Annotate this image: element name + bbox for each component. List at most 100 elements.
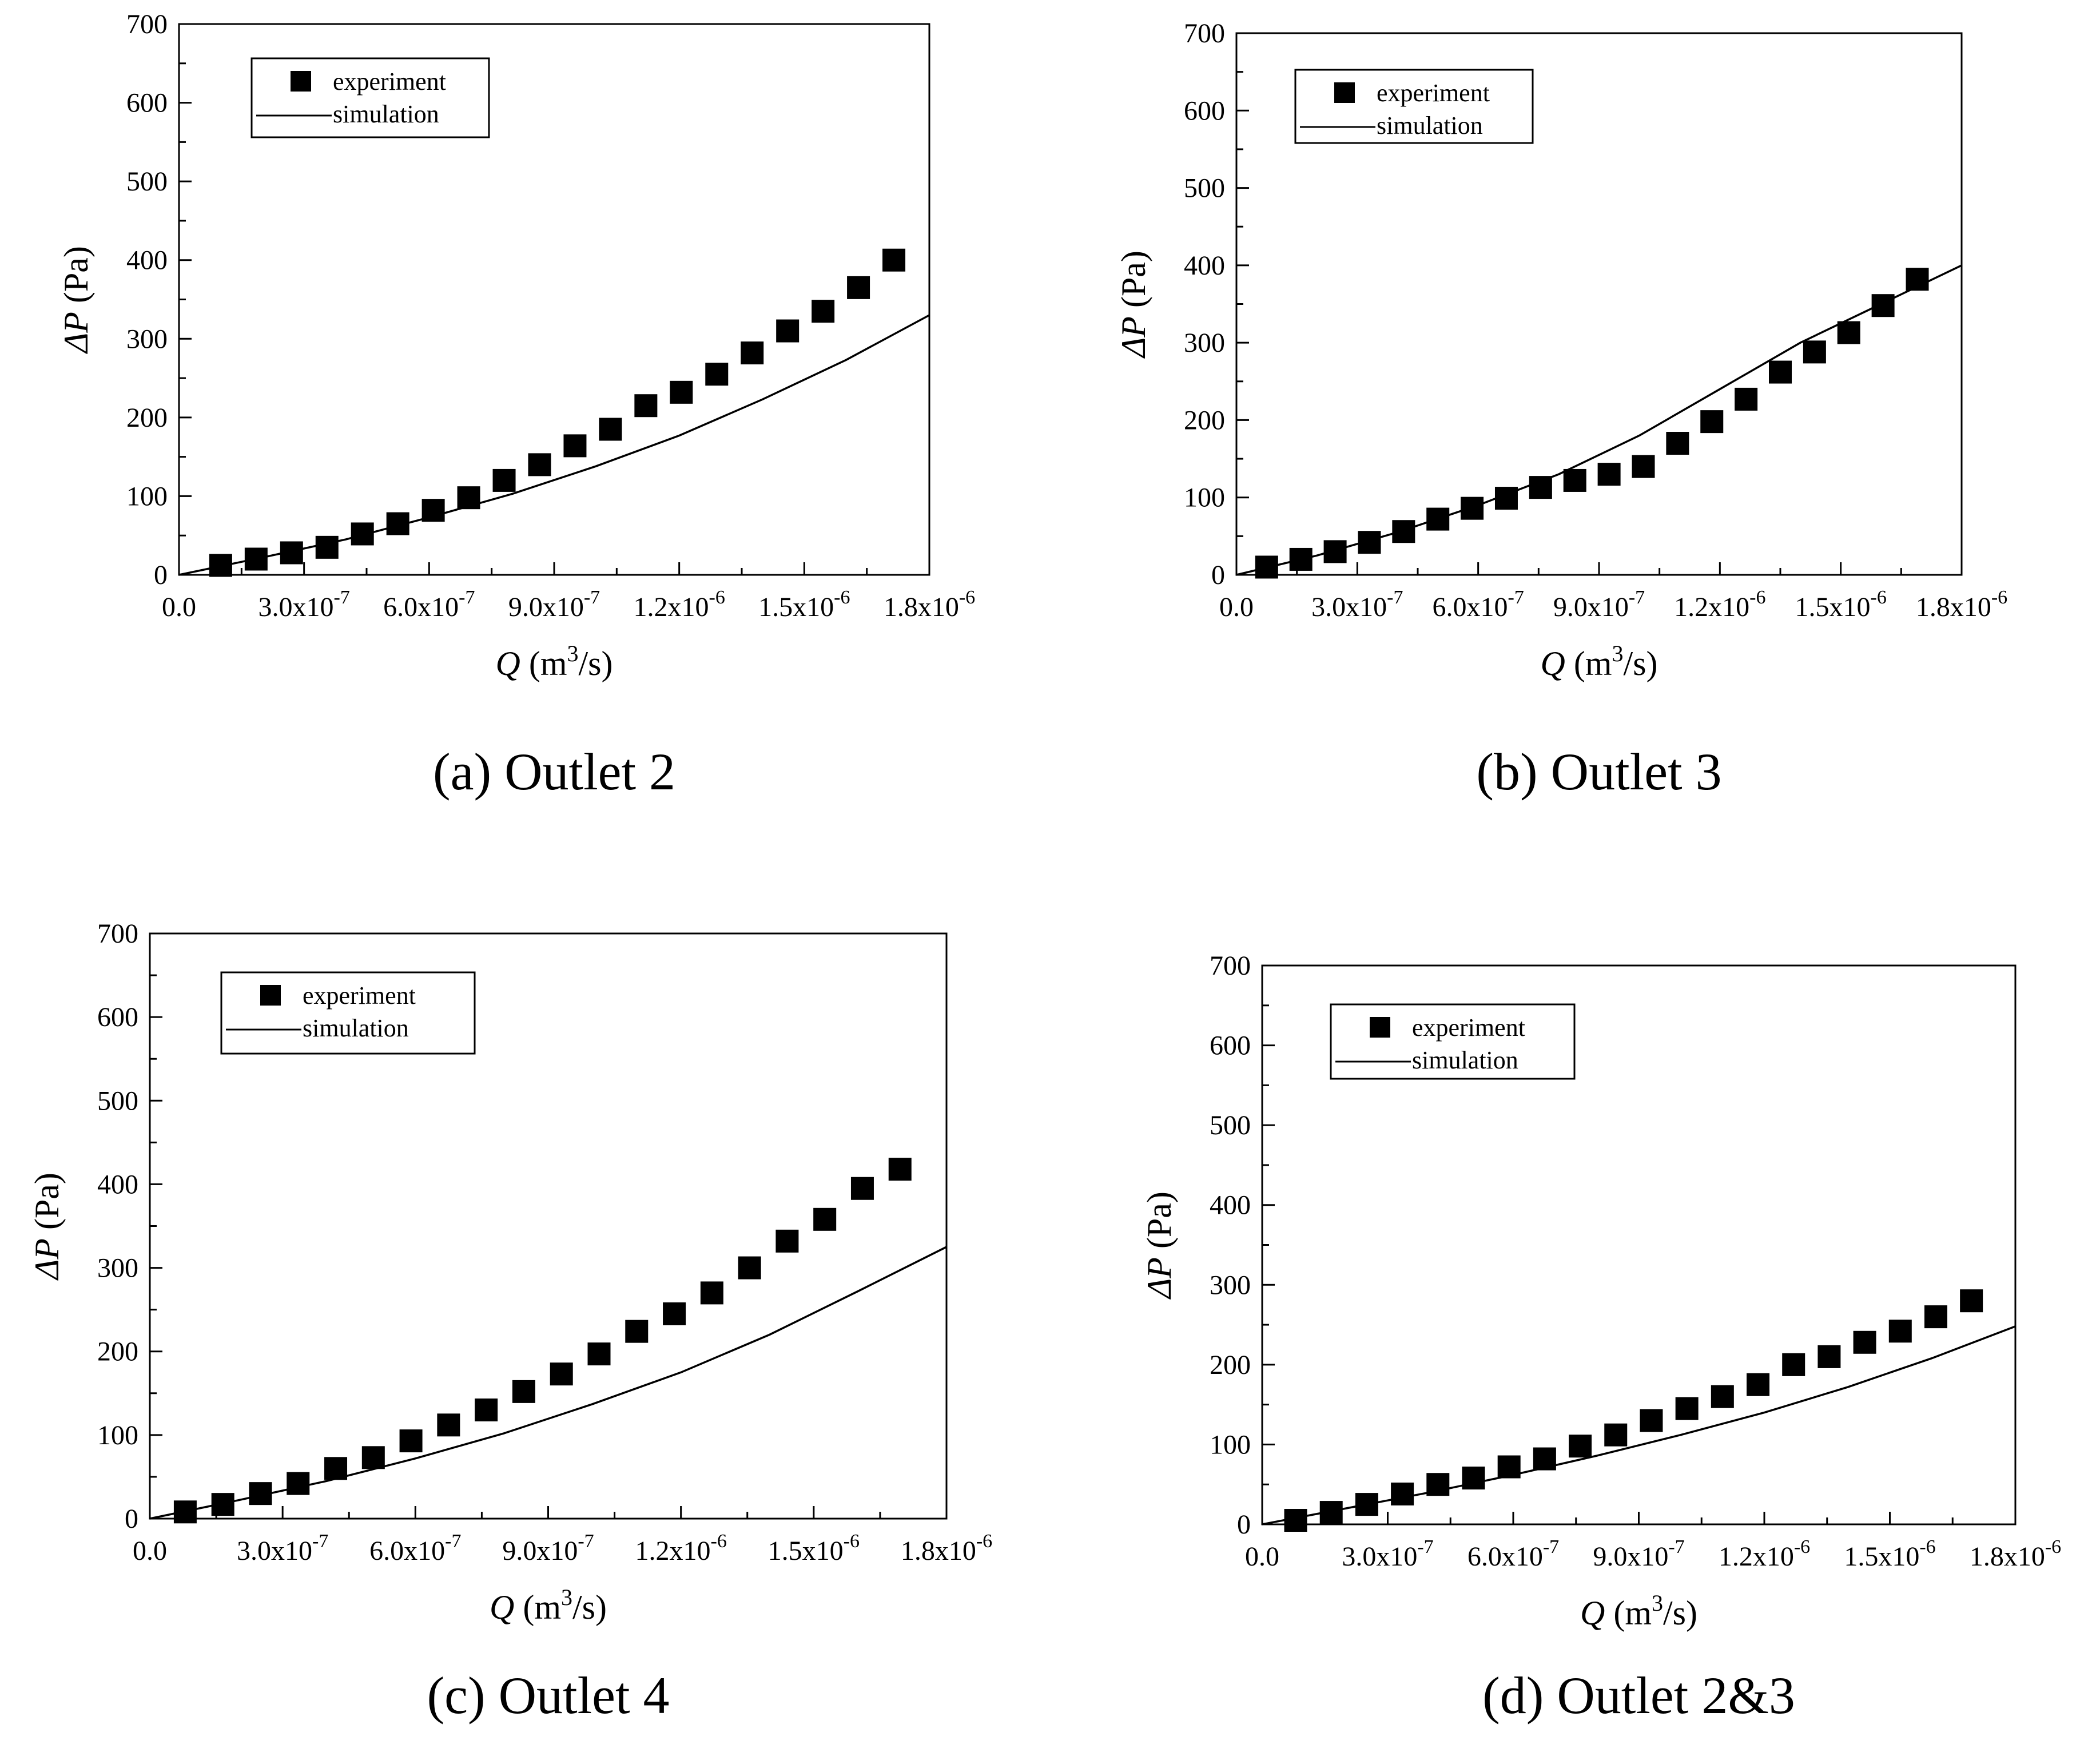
legend: experiment simulation bbox=[1330, 1003, 1576, 1080]
x-tick-mantissa: 0.0 bbox=[162, 592, 196, 622]
experiment-point bbox=[1711, 1385, 1734, 1408]
experiment-point bbox=[1569, 1435, 1592, 1458]
y-tick-label: 700 bbox=[97, 919, 138, 949]
experiment-point bbox=[1837, 321, 1860, 344]
x-tick-label: 9.0x10-7 bbox=[1553, 587, 1645, 622]
x-axis-label: Q (m3/s) bbox=[1541, 641, 1658, 682]
x-tick-mantissa: 6.0x10 bbox=[369, 1536, 445, 1566]
x-tick-label: 3.0x10-7 bbox=[258, 587, 350, 622]
experiment-point bbox=[528, 453, 551, 476]
experiment-point bbox=[563, 434, 587, 458]
x-tick-exponent: -6 bbox=[711, 1531, 727, 1552]
legend-frame bbox=[1294, 69, 1534, 144]
x-tick-mantissa: 0.0 bbox=[1245, 1541, 1279, 1572]
x-axis-label-unit: (m bbox=[514, 1588, 561, 1626]
x-axis-label-symbol: Q bbox=[1541, 645, 1565, 682]
y-tick-label: 0 bbox=[154, 560, 168, 590]
y-tick-label: 500 bbox=[126, 166, 168, 197]
x-tick-label: 6.0x10-7 bbox=[383, 587, 475, 622]
experiment-point bbox=[315, 535, 339, 559]
y-tick-label: 700 bbox=[1184, 18, 1225, 49]
x-axis-label-symbol: Q bbox=[1580, 1594, 1605, 1632]
legend: experiment simulation bbox=[220, 971, 476, 1055]
x-tick-exponent: -7 bbox=[1629, 587, 1645, 608]
x-tick-exponent: -6 bbox=[959, 587, 975, 608]
experiment-point bbox=[741, 341, 764, 365]
x-tick-exponent: -7 bbox=[334, 587, 350, 608]
x-tick-mantissa: 3.0x10 bbox=[1311, 592, 1387, 622]
x-tick-label: 6.0x10-7 bbox=[369, 1531, 461, 1566]
experiment-point bbox=[1604, 1423, 1628, 1447]
experiment-point bbox=[361, 1446, 385, 1469]
experiment-point bbox=[705, 363, 729, 386]
experiment-point bbox=[1563, 468, 1586, 492]
y-tick-label: 100 bbox=[97, 1420, 138, 1451]
x-tick-mantissa: 1.2x10 bbox=[634, 592, 709, 622]
x-tick-mantissa: 0.0 bbox=[1219, 592, 1254, 622]
legend-experiment-label: experiment bbox=[303, 982, 416, 1010]
x-tick-label: 1.8x10-6 bbox=[1970, 1536, 2061, 1572]
x-tick-mantissa: 9.0x10 bbox=[502, 1536, 578, 1566]
y-tick-label: 400 bbox=[126, 245, 168, 276]
y-tick-label: 0 bbox=[1211, 560, 1225, 590]
y-axis-label-symbol: ΔP bbox=[57, 312, 95, 354]
x-tick-mantissa: 3.0x10 bbox=[258, 592, 334, 622]
x-tick-label: 6.0x10-7 bbox=[1433, 587, 1524, 622]
experiment-point bbox=[1640, 1409, 1663, 1432]
x-tick-mantissa: 9.0x10 bbox=[1553, 592, 1629, 622]
experiment-point bbox=[1924, 1305, 1947, 1329]
x-axis-label-tail: /s) bbox=[1624, 645, 1658, 682]
experiment-point bbox=[475, 1399, 498, 1422]
x-tick-mantissa: 1.5x10 bbox=[1795, 592, 1871, 622]
x-tick-exponent: -6 bbox=[1871, 587, 1887, 608]
x-axis-label-symbol: Q bbox=[490, 1588, 514, 1626]
x-tick-label: 1.2x10-6 bbox=[634, 587, 725, 622]
experiment-point bbox=[1817, 1345, 1841, 1368]
experiment-point bbox=[625, 1320, 649, 1343]
legend: experiment simulation bbox=[250, 57, 490, 138]
x-tick-label: 1.5x10-6 bbox=[1795, 587, 1887, 622]
experiment-point bbox=[1529, 476, 1552, 499]
x-tick-mantissa: 9.0x10 bbox=[508, 592, 584, 622]
x-tick-mantissa: 1.8x10 bbox=[1970, 1541, 2045, 1572]
experiment-point bbox=[437, 1413, 460, 1437]
x-tick-label: 1.5x10-6 bbox=[758, 587, 850, 622]
x-tick-exponent: -7 bbox=[1668, 1536, 1684, 1558]
y-axis-label: ΔP (Pa) bbox=[28, 1173, 66, 1281]
legend: experiment simulation bbox=[1294, 69, 1534, 144]
experiment-point bbox=[812, 300, 835, 323]
y-tick-label: 400 bbox=[97, 1169, 138, 1199]
x-tick-label: 6.0x10-7 bbox=[1467, 1536, 1559, 1572]
x-axis-label-sup: 3 bbox=[1652, 1590, 1663, 1616]
experiment-point bbox=[1666, 432, 1689, 455]
y-axis-label-symbol: ΔP bbox=[28, 1238, 66, 1281]
x-tick-exponent: -6 bbox=[834, 587, 850, 608]
y-axis-label-unit: (Pa) bbox=[1140, 1191, 1178, 1257]
x-tick-label: 1.5x10-6 bbox=[768, 1531, 860, 1566]
x-tick-exponent: -7 bbox=[1508, 587, 1524, 608]
x-tick-exponent: -6 bbox=[976, 1531, 992, 1552]
y-tick-label: 200 bbox=[1210, 1350, 1251, 1380]
y-axis-label-symbol: ΔP bbox=[1140, 1257, 1178, 1300]
experiment-point bbox=[512, 1380, 535, 1403]
x-tick-mantissa: 6.0x10 bbox=[1467, 1541, 1543, 1572]
x-tick-mantissa: 1.5x10 bbox=[768, 1536, 844, 1566]
experiment-point bbox=[492, 468, 516, 492]
x-tick-label: 1.8x10-6 bbox=[1916, 587, 2007, 622]
x-tick-exponent: -6 bbox=[844, 1531, 860, 1552]
x-tick-label: 1.2x10-6 bbox=[1719, 1536, 1810, 1572]
y-tick-label: 200 bbox=[1184, 405, 1225, 435]
x-tick-mantissa: 1.8x10 bbox=[1916, 592, 1991, 622]
legend-simulation-label: simulation bbox=[333, 100, 439, 128]
experiment-point bbox=[1461, 496, 1484, 520]
x-tick-mantissa: 1.5x10 bbox=[758, 592, 834, 622]
experiment-point bbox=[1735, 387, 1758, 411]
experiment-point bbox=[587, 1342, 611, 1366]
x-tick-exponent: -6 bbox=[709, 587, 725, 608]
x-tick-label: 0.0 bbox=[1245, 1541, 1279, 1572]
x-tick-exponent: -6 bbox=[1991, 587, 2007, 608]
